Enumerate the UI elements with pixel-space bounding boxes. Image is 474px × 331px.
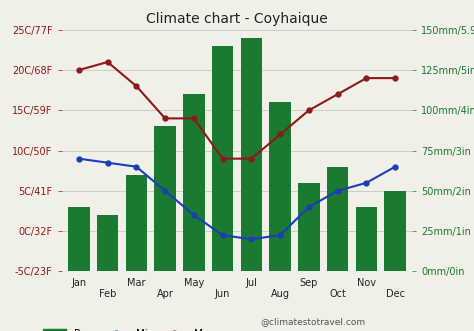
Bar — [356, 207, 377, 271]
Bar — [269, 102, 291, 271]
Bar — [241, 78, 262, 271]
Bar — [68, 207, 90, 271]
Bar — [212, 86, 233, 271]
Bar — [183, 94, 205, 271]
Bar — [298, 183, 319, 271]
Bar — [384, 231, 406, 271]
Text: Nov: Nov — [357, 278, 376, 288]
Text: Feb: Feb — [99, 289, 116, 299]
Text: Sep: Sep — [300, 278, 318, 288]
Bar — [241, 38, 262, 271]
Bar — [384, 191, 406, 271]
Text: Mar: Mar — [127, 278, 146, 288]
Text: Aug: Aug — [271, 289, 290, 299]
Text: @climatestotravel.com: @climatestotravel.com — [261, 317, 366, 326]
Text: Jun: Jun — [215, 289, 230, 299]
Bar — [155, 126, 176, 271]
Bar — [298, 223, 319, 271]
Text: Oct: Oct — [329, 289, 346, 299]
Bar — [97, 255, 118, 271]
Bar — [356, 247, 377, 271]
Text: May: May — [184, 278, 204, 288]
Text: Jan: Jan — [71, 278, 86, 288]
Bar — [269, 143, 291, 271]
Legend: Prec, Min, Max: Prec, Min, Max — [39, 325, 220, 331]
Bar — [126, 175, 147, 271]
Bar — [327, 207, 348, 271]
Bar — [155, 167, 176, 271]
Text: Jul: Jul — [246, 278, 257, 288]
Bar — [68, 247, 90, 271]
Bar — [327, 167, 348, 271]
Text: Apr: Apr — [157, 289, 173, 299]
Title: Climate chart - Coyhaique: Climate chart - Coyhaique — [146, 12, 328, 26]
Bar — [97, 215, 118, 271]
Bar — [126, 215, 147, 271]
Text: Dec: Dec — [386, 289, 405, 299]
Bar — [183, 134, 205, 271]
Bar — [212, 46, 233, 271]
